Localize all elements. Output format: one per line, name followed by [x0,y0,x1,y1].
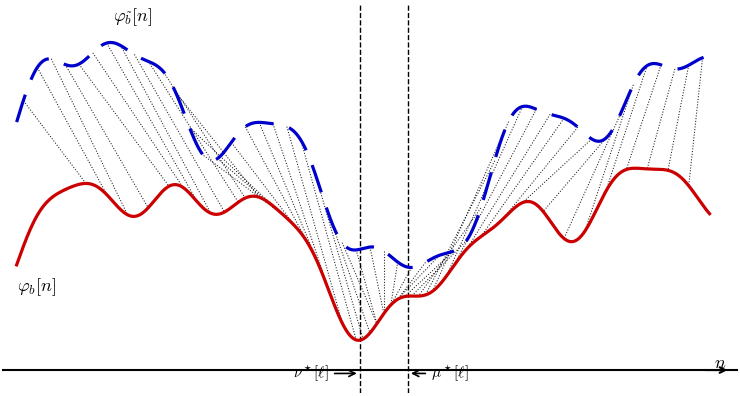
Text: $\varphi_b[n]$: $\varphi_b[n]$ [18,276,56,298]
Text: $\varphi_{\tilde{b}}[n]$: $\varphi_{\tilde{b}}[n]$ [113,7,152,29]
Text: $\mu^\star[\ell]$: $\mu^\star[\ell]$ [413,364,468,384]
Text: $n$: $n$ [714,354,726,372]
Text: $\nu^\star[\ell]$: $\nu^\star[\ell]$ [293,364,355,384]
